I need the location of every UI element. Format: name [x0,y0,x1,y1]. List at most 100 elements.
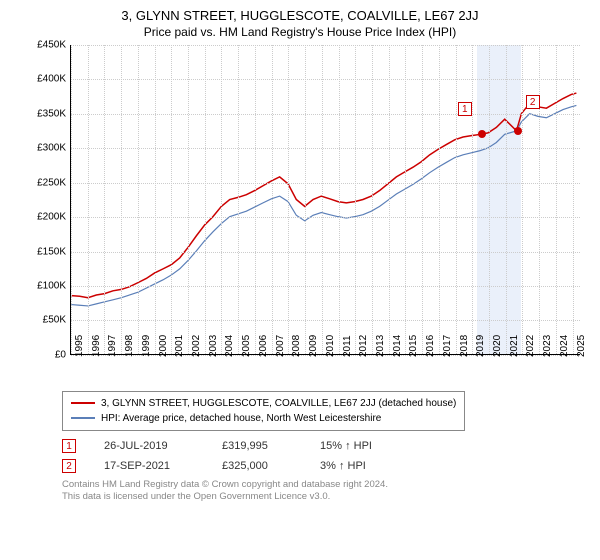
x-tick-label: 2012 [358,335,369,357]
legend-item: HPI: Average price, detached house, Nort… [71,411,456,426]
y-tick-label: £300K [37,143,66,154]
gridline-v [472,45,473,354]
x-tick-label: 2022 [525,335,536,357]
x-tick-label: 2005 [241,335,252,357]
sale-date: 17-SEP-2021 [104,460,194,472]
legend-swatch [71,417,95,419]
x-tick-label: 2003 [208,335,219,357]
gridline-v [138,45,139,354]
x-tick-label: 2006 [258,335,269,357]
x-tick-label: 2009 [308,335,319,357]
sale-marker: 2 [62,459,76,473]
y-tick-label: £450K [37,39,66,50]
x-tick-label: 2016 [425,335,436,357]
sales-table: 126-JUL-2019£319,99515% ↑ HPI 2 17-SEP-202… [62,439,588,473]
y-tick-label: £50K [43,315,66,326]
gridline-h [71,252,580,253]
x-tick-label: 1998 [124,335,135,357]
gridline-v [171,45,172,354]
gridline-v [305,45,306,354]
x-tick-label: 1996 [91,335,102,357]
chart-area: 12 £0£50K£100K£150K£200K£250K£300K£350K£… [20,45,580,385]
gridline-v [372,45,373,354]
line-series-svg [71,45,580,354]
x-tick-label: 2018 [459,335,470,357]
legend-item: 3, GLYNN STREET, HUGGLESCOTE, COALVILLE,… [71,396,456,411]
x-tick-label: 2017 [442,335,453,357]
gridline-v [255,45,256,354]
x-tick-label: 2025 [576,335,587,357]
y-tick-label: £350K [37,108,66,119]
series-property [71,93,576,298]
gridline-h [71,45,580,46]
y-tick-label: £0 [55,349,66,360]
y-tick-label: £150K [37,246,66,257]
legend-swatch [71,402,95,404]
gridline-v [221,45,222,354]
gridline-h [71,114,580,115]
gridline-h [71,183,580,184]
x-tick-label: 2001 [174,335,185,357]
x-tick-label: 2021 [509,335,520,357]
x-tick-label: 2020 [492,335,503,357]
gridline-v [405,45,406,354]
x-tick-label: 2015 [408,335,419,357]
gridline-v [339,45,340,354]
gridline-v [506,45,507,354]
legend-label: 3, GLYNN STREET, HUGGLESCOTE, COALVILLE,… [101,396,456,411]
x-tick-label: 1997 [107,335,118,357]
sale-point [478,130,486,138]
gridline-h [71,217,580,218]
series-hpi [71,105,576,306]
sale-row: 126-JUL-2019£319,99515% ↑ HPI [62,439,588,453]
sale-point [514,127,522,135]
x-tick-label: 2010 [325,335,336,357]
sale-price: £325,000 [222,460,292,472]
gridline-v [573,45,574,354]
x-tick-label: 2007 [275,335,286,357]
gridline-v [88,45,89,354]
gridline-v [121,45,122,354]
plot-region: 12 [70,45,580,355]
gridline-v [288,45,289,354]
sale-marker: 1 [62,439,76,453]
gridline-v [489,45,490,354]
gridline-v [556,45,557,354]
sale-delta: 15% ↑ HPI [320,440,372,452]
sale-row: 217-SEP-2021£325,0003% ↑ HPI [62,459,588,473]
gridline-v [439,45,440,354]
x-tick-label: 1999 [141,335,152,357]
attribution-line: This data is licensed under the Open Gov… [62,491,588,503]
x-tick-label: 2004 [224,335,235,357]
gridline-v [71,45,72,354]
gridline-v [238,45,239,354]
x-tick-label: 2019 [475,335,486,357]
gridline-h [71,286,580,287]
gridline-v [355,45,356,354]
chart-subtitle: Price paid vs. HM Land Registry's House … [12,25,588,39]
legend-label: HPI: Average price, detached house, Nort… [101,411,381,426]
gridline-v [155,45,156,354]
callout-marker: 2 [526,95,540,109]
gridline-v [104,45,105,354]
x-tick-label: 2000 [158,335,169,357]
y-tick-label: £200K [37,212,66,223]
y-tick-label: £250K [37,177,66,188]
attribution-line: Contains HM Land Registry data © Crown c… [62,479,588,491]
y-tick-label: £100K [37,281,66,292]
x-tick-label: 2023 [542,335,553,357]
gridline-h [71,79,580,80]
gridline-v [272,45,273,354]
gridline-v [422,45,423,354]
x-tick-label: 2011 [342,335,353,357]
chart-title: 3, GLYNN STREET, HUGGLESCOTE, COALVILLE,… [12,8,588,25]
gridline-v [322,45,323,354]
x-tick-label: 1995 [74,335,85,357]
x-tick-label: 2002 [191,335,202,357]
gridline-v [456,45,457,354]
legend: 3, GLYNN STREET, HUGGLESCOTE, COALVILLE,… [62,391,465,431]
gridline-v [539,45,540,354]
x-tick-label: 2024 [559,335,570,357]
gridline-v [389,45,390,354]
gridline-v [188,45,189,354]
